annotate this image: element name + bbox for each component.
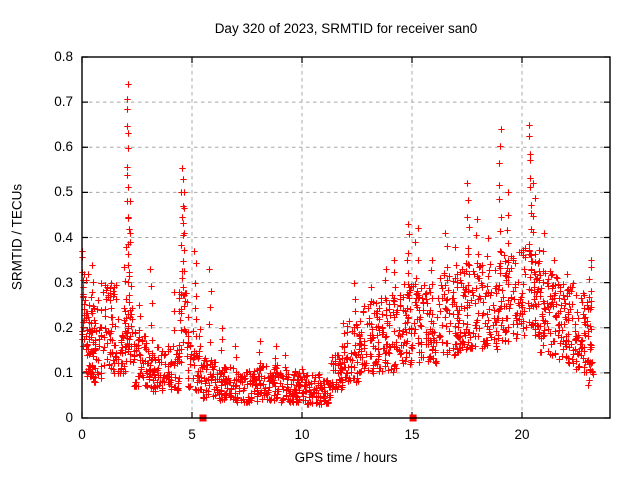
x-tick-label: 20 [514, 427, 530, 442]
y-tick-label: 0.6 [54, 139, 73, 155]
y-tick-label: 0.2 [54, 319, 73, 335]
x-tick-label: 0 [78, 427, 86, 442]
y-tick-label: 0.5 [54, 184, 73, 200]
y-tick-label: 0.7 [54, 94, 73, 110]
y-tick-label: 0.8 [54, 49, 73, 64]
x-tick-label: 5 [188, 427, 196, 442]
y-tick-label: 0.4 [54, 229, 73, 245]
chart-title: Day 320 of 2023, SRMTID for receiver san… [214, 21, 478, 36]
x-tick-label: 15 [404, 427, 420, 442]
grid-lines [82, 57, 610, 418]
scatter-points [79, 81, 597, 408]
x-tick-label: 10 [294, 427, 310, 442]
y-tick-label: 0.1 [54, 364, 73, 380]
plot-border [81, 56, 611, 419]
x-axis-label: GPS time / hours [294, 450, 398, 465]
y-tick-label: 0.3 [54, 274, 73, 290]
y-tick-label: 0 [65, 410, 73, 425]
